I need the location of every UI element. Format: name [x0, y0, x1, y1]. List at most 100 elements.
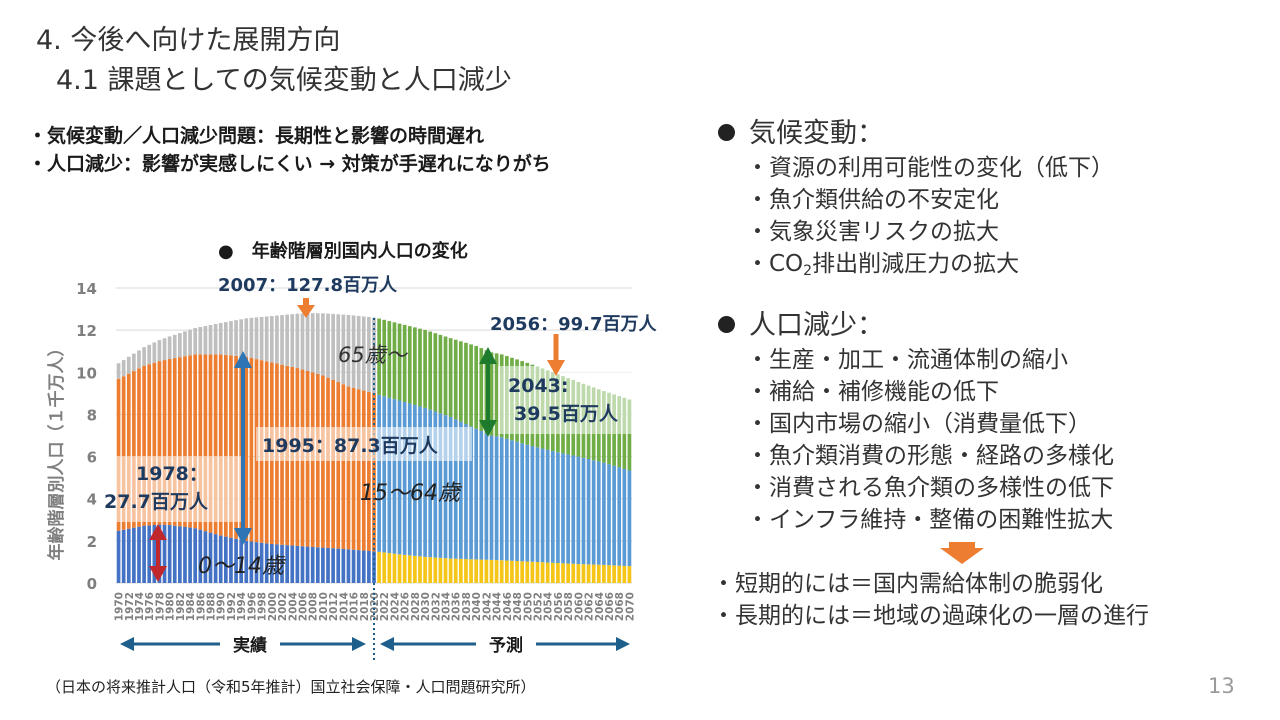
- bar-15-64: [591, 460, 596, 565]
- bar-0-14: [484, 559, 489, 583]
- bar-65-plus: [239, 319, 244, 357]
- bar-15-64: [147, 364, 152, 526]
- bar-65-plus: [377, 318, 381, 395]
- bar-65-plus: [132, 353, 136, 372]
- bar-15-64: [361, 390, 366, 551]
- x-tick-label: 2032: [430, 592, 442, 621]
- x-tick-label: 1990: [216, 592, 228, 621]
- bar-15-64: [596, 461, 601, 565]
- x-tick-label: 2052: [532, 592, 544, 621]
- x-tick-label: 2070: [624, 592, 636, 621]
- arrow-1995: [234, 351, 252, 545]
- bar-65-plus: [356, 315, 361, 390]
- bar-0-14: [489, 559, 494, 583]
- population-heading-row: 人口減少：: [712, 308, 1149, 344]
- bar-65-plus: [423, 329, 427, 408]
- bar-65-plus: [244, 318, 249, 357]
- climate-heading-row: 気候変動：: [712, 116, 1149, 152]
- bar-0-14: [387, 553, 392, 583]
- right-panel: 気候変動： ・資源の利用可能性の変化（低下） ・魚介類供給の不安定化 ・気象災害…: [712, 116, 1149, 632]
- bar-0-14: [351, 549, 356, 583]
- bar-0-14: [331, 548, 335, 583]
- bar-15-64: [535, 447, 540, 563]
- bar-0-14: [346, 549, 351, 583]
- bar-0-14: [300, 546, 305, 583]
- x-tick-label: 2012: [328, 592, 340, 621]
- bar-0-14: [193, 528, 198, 583]
- chart-source: （日本の将来推計人口（令和5年推計）国立社会保障・人口問題研究所）: [46, 678, 536, 696]
- bar-65-plus: [315, 313, 320, 374]
- bar-15-64: [157, 361, 162, 525]
- bar-15-64: [499, 437, 504, 561]
- bar-0-14: [591, 564, 596, 583]
- bar-65-plus: [218, 322, 223, 355]
- bar-0-14: [142, 525, 146, 583]
- bar-15-64: [193, 354, 198, 529]
- bar-65-plus: [116, 363, 121, 379]
- bar-65-plus: [290, 314, 295, 367]
- arrow-2007: [297, 298, 315, 318]
- bar-65-plus: [285, 314, 289, 366]
- bar-0-14: [269, 544, 274, 583]
- bar-0-14: [254, 542, 259, 583]
- bar-0-14: [464, 559, 468, 583]
- bar-0-14: [147, 525, 152, 583]
- x-tick-label: 1972: [124, 592, 136, 621]
- bar-15-64: [162, 360, 167, 525]
- climate-item: ・魚介類供給の不安定化: [746, 187, 999, 213]
- bar-15-64: [213, 354, 218, 535]
- bar-15-64: [479, 431, 484, 560]
- bar-65-plus: [157, 340, 162, 362]
- population-heading: 人口減少：: [749, 310, 884, 341]
- bar-15-64: [571, 455, 576, 564]
- bar-0-14: [438, 557, 443, 583]
- x-tick-label: 2028: [410, 592, 422, 621]
- bar-0-14: [137, 526, 141, 583]
- bar-0-14: [264, 543, 269, 583]
- bar-65-plus: [367, 316, 371, 392]
- x-tick-label: 2016: [349, 592, 361, 621]
- x-tick-label: 1986: [195, 592, 207, 621]
- bar-0-14: [545, 562, 550, 583]
- population-chart: 0 2 4 6 8 10 12 14 1970197219741976197819801982…: [46, 240, 658, 660]
- population-item: ・インフラ維持・整備の困難性拡大: [746, 507, 1114, 533]
- bar-65-plus: [126, 356, 131, 374]
- bar-15-64: [418, 406, 422, 557]
- bar-15-64: [510, 440, 514, 561]
- bar-0-14: [377, 551, 381, 583]
- bar-65-plus: [188, 329, 192, 356]
- x-tick-label: 2064: [594, 592, 606, 621]
- bar-0-14: [428, 557, 433, 583]
- bar-0-14: [172, 525, 177, 583]
- bar-65-plus: [413, 327, 417, 405]
- bar-0-14: [290, 545, 295, 583]
- bar-65-plus: [259, 316, 264, 361]
- bar-65-plus: [295, 313, 300, 369]
- bar-65-plus: [321, 313, 325, 376]
- bar-0-14: [520, 561, 524, 583]
- left-bullet-2: ・人口減少：影響が実感しにくい → 対策が手遅れになりがち: [28, 153, 551, 175]
- bar-0-14: [535, 562, 540, 583]
- bar-0-14: [382, 552, 387, 583]
- bar-65-plus: [459, 341, 463, 422]
- bar-0-14: [198, 529, 203, 583]
- bar-0-14: [397, 554, 402, 583]
- slide-subtitle: 4.1 課題としての気候変動と人口減少: [56, 65, 512, 96]
- bar-65-plus: [448, 338, 453, 417]
- x-tick-label: 1970: [114, 592, 126, 621]
- x-tick-label: 2062: [584, 592, 596, 621]
- bar-15-64: [397, 400, 402, 555]
- bar-15-64: [224, 354, 228, 537]
- bar-0-14: [178, 526, 182, 583]
- x-tick-label: 1992: [226, 592, 238, 621]
- bar-0-14: [356, 550, 361, 583]
- y-tick-label: 14: [76, 280, 97, 298]
- x-tick-label: 2042: [481, 592, 493, 621]
- bar-65-plus: [438, 334, 443, 414]
- bar-0-14: [561, 563, 565, 583]
- x-tick-label: 2024: [389, 592, 401, 621]
- bar-65-plus: [310, 313, 315, 373]
- co2-subscript: 2: [803, 263, 813, 279]
- bar-15-64: [494, 436, 499, 561]
- y-tick-label: 4: [87, 491, 97, 509]
